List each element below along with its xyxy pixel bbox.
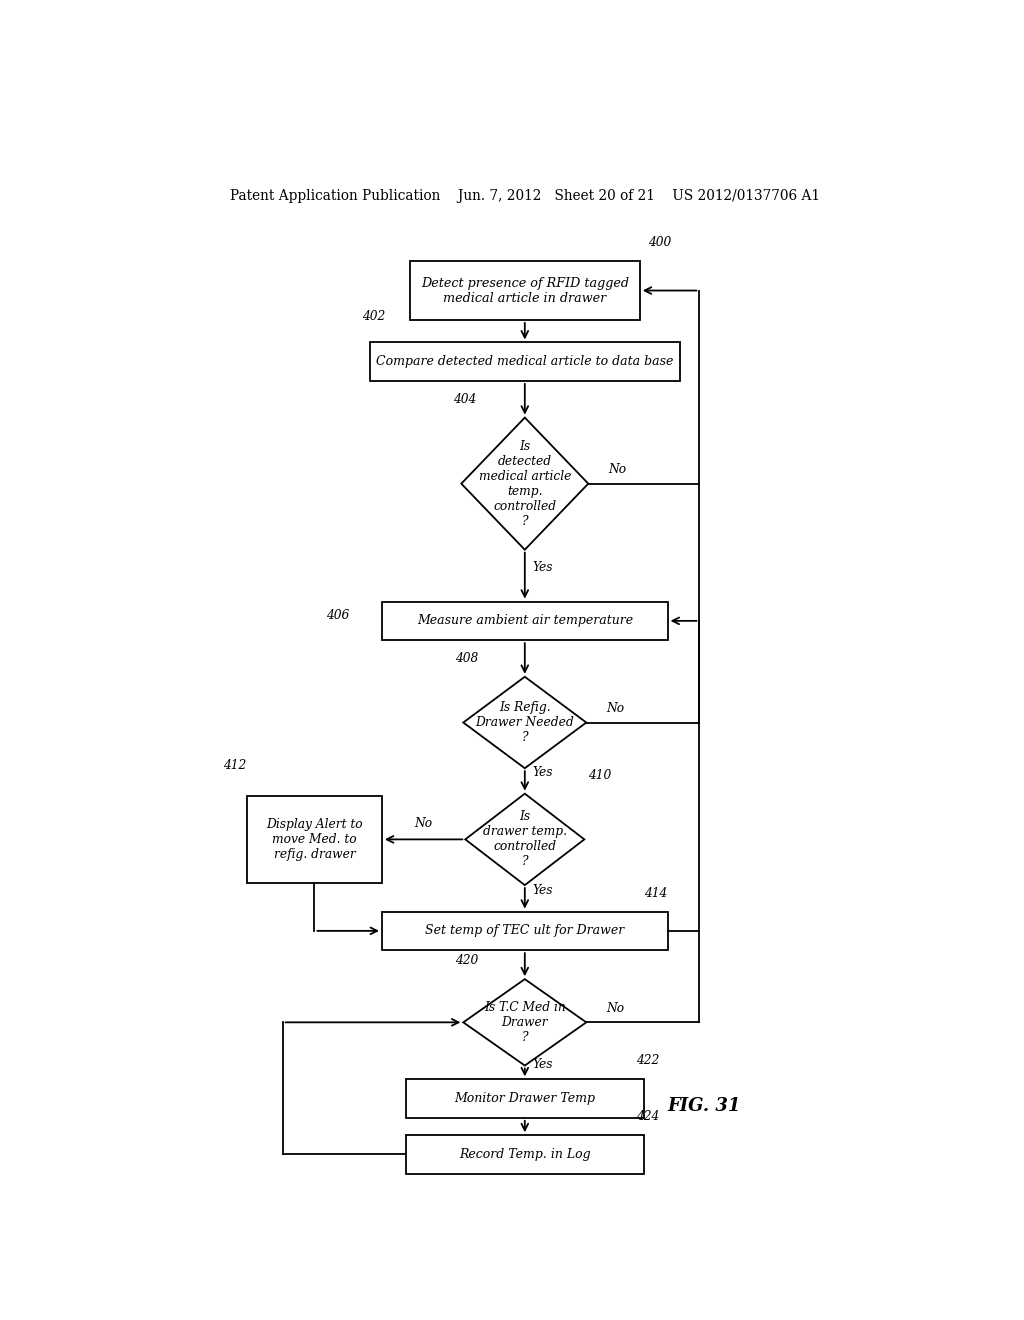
- Text: Detect presence of RFID tagged
medical article in drawer: Detect presence of RFID tagged medical a…: [421, 276, 629, 305]
- Text: Compare detected medical article to data base: Compare detected medical article to data…: [376, 355, 674, 368]
- FancyBboxPatch shape: [382, 912, 668, 950]
- Text: 422: 422: [636, 1055, 659, 1068]
- Text: Record Temp. in Log: Record Temp. in Log: [459, 1148, 591, 1162]
- Text: Yes: Yes: [532, 883, 553, 896]
- Text: 410: 410: [588, 768, 611, 781]
- FancyBboxPatch shape: [406, 1135, 644, 1173]
- Text: Yes: Yes: [532, 767, 553, 779]
- Polygon shape: [463, 979, 587, 1065]
- FancyBboxPatch shape: [410, 261, 640, 319]
- FancyBboxPatch shape: [406, 1080, 644, 1118]
- Text: 408: 408: [456, 652, 478, 665]
- FancyBboxPatch shape: [247, 796, 382, 883]
- Text: FIG. 31: FIG. 31: [668, 1097, 741, 1114]
- Text: No: No: [415, 817, 433, 830]
- Text: Is Refig.
Drawer Needed
?: Is Refig. Drawer Needed ?: [475, 701, 574, 744]
- Text: 402: 402: [362, 310, 385, 323]
- Text: 406: 406: [327, 610, 349, 622]
- Text: Measure ambient air temperature: Measure ambient air temperature: [417, 614, 633, 627]
- Text: 424: 424: [636, 1110, 659, 1123]
- Text: Yes: Yes: [532, 561, 553, 574]
- Text: 414: 414: [644, 887, 667, 900]
- Text: Display Alert to
move Med. to
refig. drawer: Display Alert to move Med. to refig. dra…: [266, 818, 362, 861]
- Polygon shape: [465, 793, 585, 886]
- FancyBboxPatch shape: [370, 342, 680, 381]
- Text: Is
drawer temp.
controlled
?: Is drawer temp. controlled ?: [482, 810, 567, 869]
- Text: 420: 420: [456, 954, 478, 968]
- Text: Yes: Yes: [532, 1057, 553, 1071]
- Polygon shape: [463, 677, 587, 768]
- Text: Is
detected
medical article
temp.
controlled
?: Is detected medical article temp. contro…: [478, 440, 571, 528]
- Text: Patent Application Publication    Jun. 7, 2012   Sheet 20 of 21    US 2012/01377: Patent Application Publication Jun. 7, 2…: [229, 189, 820, 203]
- Text: Is T.C Med in
Drawer
?: Is T.C Med in Drawer ?: [484, 1001, 565, 1044]
- Text: 412: 412: [223, 759, 247, 772]
- Text: No: No: [606, 1002, 625, 1015]
- Text: No: No: [608, 463, 627, 477]
- Text: Monitor Drawer Temp: Monitor Drawer Temp: [455, 1092, 595, 1105]
- Text: 400: 400: [648, 236, 671, 249]
- Text: 404: 404: [454, 393, 476, 405]
- Polygon shape: [461, 417, 588, 549]
- Text: No: No: [606, 702, 625, 714]
- Text: Set temp of TEC ult for Drawer: Set temp of TEC ult for Drawer: [425, 924, 625, 937]
- FancyBboxPatch shape: [382, 602, 668, 640]
